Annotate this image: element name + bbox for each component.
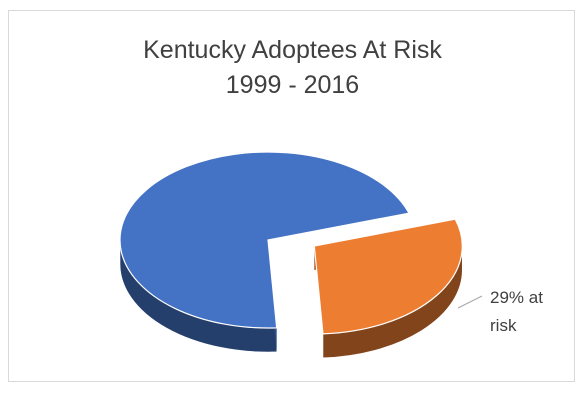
pie-slice-0	[119, 151, 410, 329]
pie-slice-1	[313, 218, 463, 335]
chart-title-line-2: 1999 - 2016	[225, 71, 360, 99]
data-label-leader-line	[457, 295, 483, 309]
chart-title-line-1: Kentucky Adoptees At Risk	[143, 36, 442, 64]
data-label-line-2: risk	[490, 316, 517, 335]
data-label-line-1: 29% at	[490, 288, 543, 307]
